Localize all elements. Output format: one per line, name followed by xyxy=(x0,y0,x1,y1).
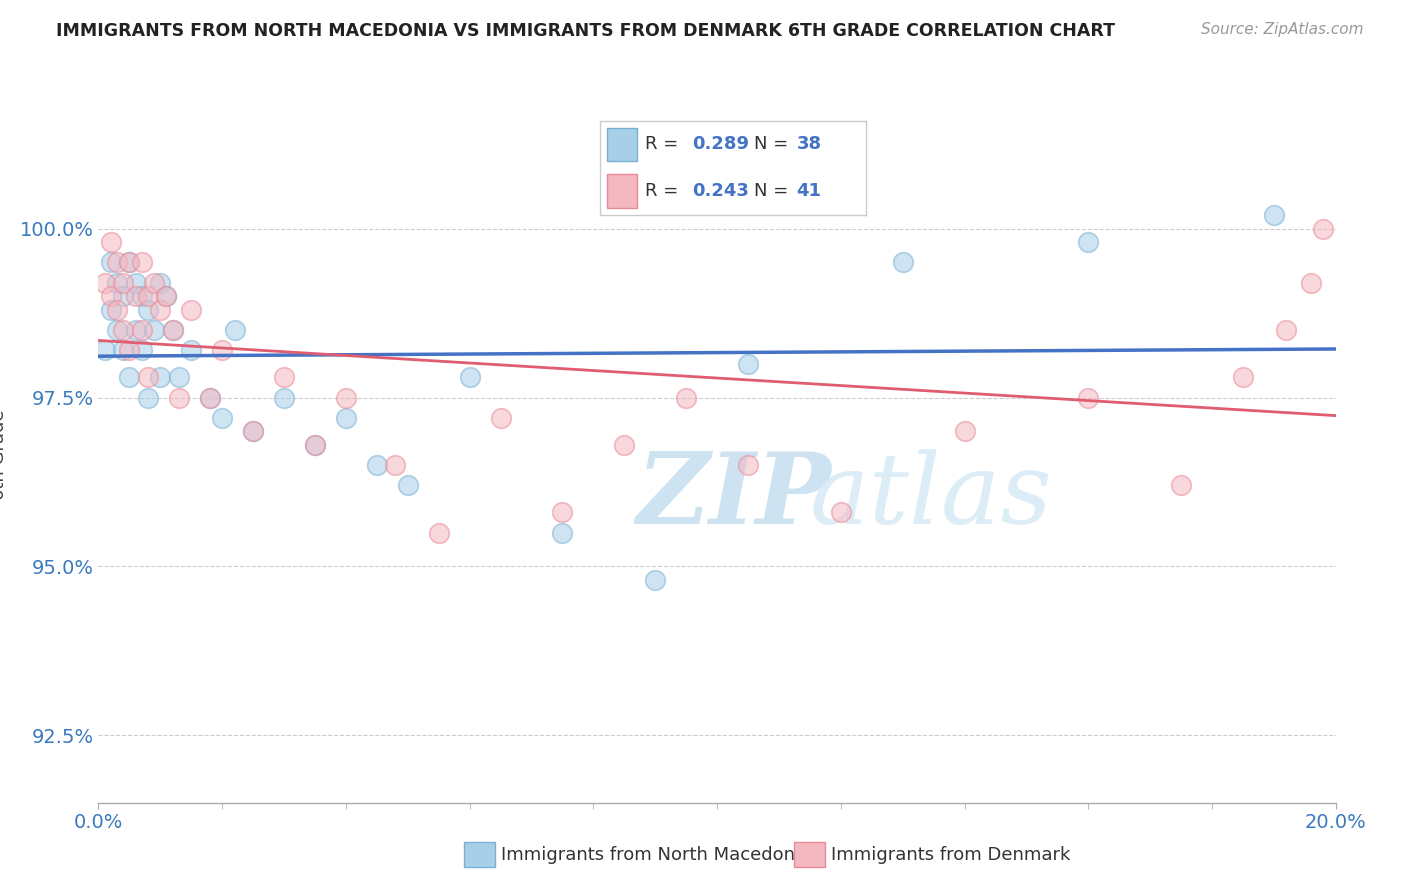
Point xyxy=(198,391,221,405)
Point xyxy=(211,410,233,425)
Point xyxy=(118,255,141,269)
Text: ZIP: ZIP xyxy=(637,449,831,545)
Point xyxy=(112,343,135,358)
Point xyxy=(737,357,759,371)
Point xyxy=(131,343,153,358)
Text: Immigrants from Denmark: Immigrants from Denmark xyxy=(831,846,1070,863)
Point xyxy=(1077,391,1099,405)
Point xyxy=(180,302,202,317)
Point xyxy=(1077,235,1099,249)
Point xyxy=(198,391,221,405)
Bar xyxy=(607,175,637,209)
Point xyxy=(100,255,122,269)
Point xyxy=(384,458,406,472)
Point xyxy=(105,255,128,269)
Point xyxy=(737,458,759,472)
Point xyxy=(304,438,326,452)
Point xyxy=(112,276,135,290)
Point xyxy=(155,289,177,303)
Point xyxy=(396,478,419,492)
Point xyxy=(105,276,128,290)
Point xyxy=(136,391,159,405)
Point xyxy=(1299,276,1322,290)
Point xyxy=(162,323,184,337)
Text: 38: 38 xyxy=(796,136,821,153)
Point xyxy=(131,255,153,269)
Point xyxy=(458,370,481,384)
Point xyxy=(613,438,636,452)
Point xyxy=(489,410,512,425)
Point xyxy=(211,343,233,358)
Point xyxy=(1263,208,1285,222)
Point xyxy=(105,323,128,337)
Point xyxy=(112,323,135,337)
Point xyxy=(143,323,166,337)
Point xyxy=(143,276,166,290)
Point xyxy=(1275,323,1298,337)
Point xyxy=(167,370,190,384)
Point xyxy=(335,410,357,425)
Point xyxy=(273,391,295,405)
Point xyxy=(93,276,115,290)
Point xyxy=(304,438,326,452)
Text: 41: 41 xyxy=(796,182,821,201)
Point xyxy=(112,289,135,303)
Point xyxy=(105,302,128,317)
Point xyxy=(124,323,146,337)
Point xyxy=(131,289,153,303)
Text: 0.243: 0.243 xyxy=(693,182,749,201)
Point xyxy=(118,255,141,269)
Point xyxy=(100,302,122,317)
Point xyxy=(136,302,159,317)
Point xyxy=(366,458,388,472)
Point xyxy=(551,525,574,540)
Point xyxy=(335,391,357,405)
Text: R =: R = xyxy=(645,136,683,153)
Text: atlas: atlas xyxy=(810,449,1053,544)
Point xyxy=(118,370,141,384)
Text: N =: N = xyxy=(754,136,794,153)
Point xyxy=(644,573,666,587)
Point xyxy=(162,323,184,337)
Point xyxy=(136,289,159,303)
Text: R =: R = xyxy=(645,182,683,201)
Point xyxy=(224,323,246,337)
Point xyxy=(155,289,177,303)
Text: Immigrants from North Macedonia: Immigrants from North Macedonia xyxy=(501,846,811,863)
Text: IMMIGRANTS FROM NORTH MACEDONIA VS IMMIGRANTS FROM DENMARK 6TH GRADE CORRELATION: IMMIGRANTS FROM NORTH MACEDONIA VS IMMIG… xyxy=(56,22,1115,40)
Point xyxy=(100,289,122,303)
Point xyxy=(242,424,264,438)
Point xyxy=(149,302,172,317)
Point xyxy=(551,505,574,519)
Point xyxy=(273,370,295,384)
Text: 0.289: 0.289 xyxy=(693,136,749,153)
Point xyxy=(675,391,697,405)
Point xyxy=(1170,478,1192,492)
Point xyxy=(1312,221,1334,235)
Point xyxy=(136,370,159,384)
Text: N =: N = xyxy=(754,182,794,201)
Point xyxy=(93,343,115,358)
Bar xyxy=(607,128,637,161)
Y-axis label: 6th Grade: 6th Grade xyxy=(0,409,8,500)
Point xyxy=(118,343,141,358)
Point xyxy=(242,424,264,438)
Point xyxy=(1232,370,1254,384)
Point xyxy=(427,525,450,540)
Point xyxy=(891,255,914,269)
Point xyxy=(167,391,190,405)
Point xyxy=(100,235,122,249)
Point xyxy=(131,323,153,337)
Point xyxy=(149,276,172,290)
Point xyxy=(124,276,146,290)
Point xyxy=(180,343,202,358)
Point xyxy=(149,370,172,384)
Text: Source: ZipAtlas.com: Source: ZipAtlas.com xyxy=(1201,22,1364,37)
Point xyxy=(830,505,852,519)
Point xyxy=(953,424,976,438)
Point xyxy=(124,289,146,303)
